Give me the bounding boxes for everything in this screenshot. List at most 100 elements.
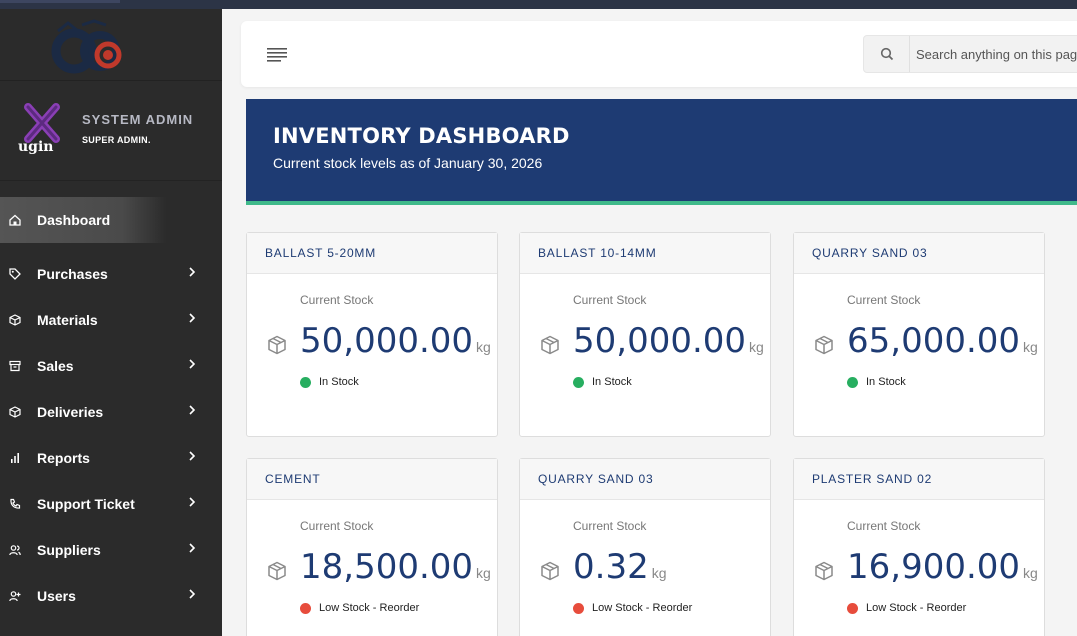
- stock-value: 16,900.00 kg: [847, 547, 1038, 587]
- stock-unit: kg: [1023, 565, 1038, 581]
- stock-amount: 50,000.00: [300, 321, 474, 361]
- stock-unit: kg: [476, 565, 491, 581]
- search-input[interactable]: [916, 36, 1077, 72]
- stock-value: 18,500.00 kg: [300, 547, 491, 587]
- status-badge: Low Stock - Reorder: [573, 602, 692, 614]
- box-icon: [540, 561, 560, 586]
- stock-card[interactable]: QUARRY SAND 03 Current Stock 0.32 kg Low Sto…: [519, 458, 771, 636]
- sidebar: ugin SYSTEM ADMIN SUPER ADMIN. Dashboard…: [0, 9, 222, 636]
- card-label: Current Stock: [847, 293, 921, 307]
- card-label: Current Stock: [847, 519, 921, 533]
- dashboard-banner: INVENTORY DASHBOARD Current stock levels…: [246, 99, 1077, 205]
- status-dot: [300, 602, 311, 614]
- bar-chart-icon: [8, 451, 22, 465]
- status-dot: [573, 602, 584, 614]
- sidebar-item-label: Materials: [37, 312, 98, 328]
- card-label: Current Stock: [300, 519, 374, 533]
- status-badge: Low Stock - Reorder: [847, 602, 966, 614]
- user-name: SYSTEM ADMIN: [82, 112, 194, 127]
- sidebar-item-label: Sales: [37, 358, 74, 374]
- stock-card[interactable]: PLASTER SAND 02 Current Stock 16,900.00 kg L…: [793, 458, 1045, 636]
- browser-tab-highlight: [0, 0, 120, 3]
- box-icon: [814, 335, 834, 360]
- stock-unit: kg: [476, 339, 491, 355]
- avatar[interactable]: ugin: [16, 103, 68, 155]
- status-dot: [847, 602, 858, 614]
- sidebar-item-label: Reports: [37, 450, 90, 466]
- status-text: In Stock: [319, 376, 359, 388]
- status-badge: In Stock: [847, 376, 906, 388]
- card-title: QUARRY SAND 03: [520, 459, 770, 500]
- status-text: In Stock: [866, 376, 906, 388]
- chevron-right-icon: [189, 589, 196, 599]
- sidebar-nav: Dashboard Purchases Materials Sales: [0, 197, 222, 619]
- sidebar-item-label: Support Ticket: [37, 496, 135, 512]
- sidebar-item-suppliers[interactable]: Suppliers: [0, 527, 222, 573]
- sidebar-item-deliveries[interactable]: Deliveries: [0, 389, 222, 435]
- search-box: [863, 35, 1077, 73]
- sidebar-item-support-ticket[interactable]: Support Ticket: [0, 481, 222, 527]
- sidebar-item-reports[interactable]: Reports: [0, 435, 222, 481]
- card-label: Current Stock: [300, 293, 374, 307]
- stock-amount: 16,900.00: [847, 547, 1021, 587]
- chevron-right-icon: [189, 451, 196, 461]
- box-icon: [540, 335, 560, 360]
- status-badge: In Stock: [573, 376, 632, 388]
- stock-card[interactable]: CEMENT Current Stock 18,500.00 kg Low Stock …: [246, 458, 498, 636]
- status-text: In Stock: [592, 376, 632, 388]
- card-title: PLASTER SAND 02: [794, 459, 1044, 500]
- top-header: [241, 21, 1077, 87]
- card-label: Current Stock: [573, 519, 647, 533]
- page-title: INVENTORY DASHBOARD: [273, 124, 570, 148]
- stock-card[interactable]: QUARRY SAND 03 Current Stock 65,000.00 kg In…: [793, 232, 1045, 437]
- status-text: Low Stock - Reorder: [592, 602, 693, 614]
- stock-value: 0.32 kg: [573, 547, 667, 587]
- box-icon: [267, 335, 287, 360]
- sidebar-item-label: Users: [37, 588, 76, 604]
- user-profile: ugin SYSTEM ADMIN SUPER ADMIN.: [0, 81, 222, 181]
- tag-icon: [8, 267, 22, 281]
- company-logo[interactable]: [48, 17, 128, 77]
- home-icon: [8, 213, 22, 227]
- box-icon: [8, 405, 22, 419]
- card-title: BALLAST 5-20MM: [247, 233, 497, 274]
- status-dot: [573, 376, 584, 388]
- status-badge: In Stock: [300, 376, 359, 388]
- status-text: Low Stock - Reorder: [866, 602, 967, 614]
- stock-unit: kg: [651, 565, 667, 581]
- card-title: CEMENT: [247, 459, 497, 500]
- browser-top-strip: [0, 0, 1077, 9]
- stock-unit: kg: [1023, 339, 1038, 355]
- stock-value: 50,000.00 kg: [300, 321, 491, 361]
- sidebar-item-label: Deliveries: [37, 404, 104, 420]
- users-icon: [8, 543, 22, 557]
- stock-amount: 18,500.00: [300, 547, 474, 587]
- sidebar-item-label: Purchases: [37, 266, 108, 282]
- chevron-right-icon: [189, 267, 196, 277]
- sidebar-item-materials[interactable]: Materials: [0, 297, 222, 343]
- sidebar-item-purchases[interactable]: Purchases: [0, 251, 222, 297]
- user-role: SUPER ADMIN.: [82, 135, 151, 145]
- status-dot: [300, 376, 311, 388]
- chevron-right-icon: [189, 405, 196, 415]
- box-icon: [814, 561, 834, 586]
- stock-card[interactable]: BALLAST 10-14MM Current Stock 50,000.00 kg I…: [519, 232, 771, 437]
- sidebar-item-sales[interactable]: Sales: [0, 343, 222, 389]
- stock-amount: 0.32: [573, 547, 649, 587]
- chevron-right-icon: [189, 543, 196, 553]
- sidebar-item-dashboard[interactable]: Dashboard: [0, 197, 222, 243]
- search-icon[interactable]: [864, 36, 910, 72]
- archive-icon: [8, 359, 22, 373]
- sidebar-item-users[interactable]: Users: [0, 573, 222, 619]
- card-title: BALLAST 10-14MM: [520, 233, 770, 274]
- svg-text:ugin: ugin: [18, 139, 53, 155]
- hamburger-menu-icon[interactable]: [267, 48, 287, 62]
- stock-amount: 65,000.00: [847, 321, 1021, 361]
- chevron-right-icon: [189, 359, 196, 369]
- card-title: QUARRY SAND 03: [794, 233, 1044, 274]
- stock-card[interactable]: BALLAST 5-20MM Current Stock 50,000.00 kg In…: [246, 232, 498, 437]
- status-dot: [847, 376, 858, 388]
- card-label: Current Stock: [573, 293, 647, 307]
- box-icon: [267, 561, 287, 586]
- chevron-right-icon: [189, 313, 196, 323]
